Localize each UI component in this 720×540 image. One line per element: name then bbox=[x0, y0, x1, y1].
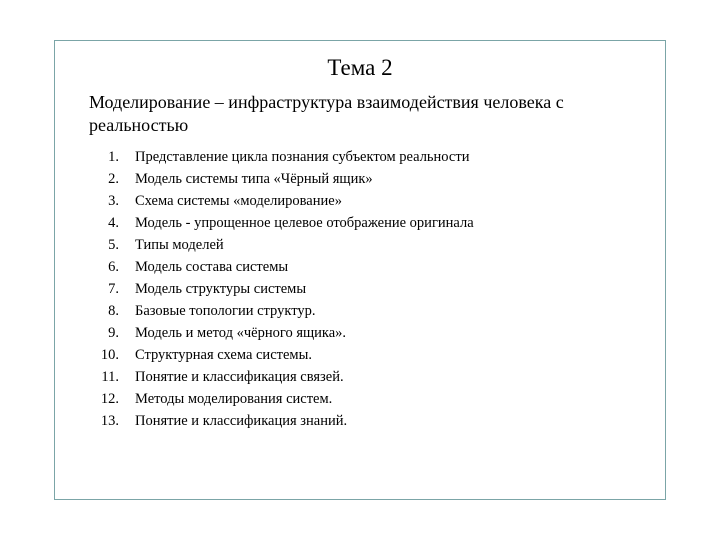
list-item: 12. Методы моделирования систем. bbox=[89, 388, 635, 410]
item-text: Методы моделирования систем. bbox=[119, 388, 332, 410]
item-text: Типы моделей bbox=[119, 234, 224, 256]
item-number: 3. bbox=[89, 190, 119, 212]
content-frame: Тема 2 Моделирование – инфраструктура вз… bbox=[54, 40, 666, 500]
list-item: 4. Модель - упрощенное целевое отображен… bbox=[89, 212, 635, 234]
item-text: Модель - упрощенное целевое отображение … bbox=[119, 212, 474, 234]
list-item: 11. Понятие и классификация связей. bbox=[89, 366, 635, 388]
item-text: Модель и метод «чёрного ящика». bbox=[119, 322, 346, 344]
page-subtitle: Моделирование – инфраструктура взаимодей… bbox=[85, 91, 635, 136]
item-text: Схема системы «моделирование» bbox=[119, 190, 342, 212]
list-item: 13. Понятие и классификация знаний. bbox=[89, 410, 635, 432]
item-text: Понятие и классификация знаний. bbox=[119, 410, 347, 432]
item-number: 4. bbox=[89, 212, 119, 234]
item-number: 10. bbox=[89, 344, 119, 366]
item-text: Базовые топологии структур. bbox=[119, 300, 315, 322]
item-text: Модель состава системы bbox=[119, 256, 288, 278]
item-number: 2. bbox=[89, 168, 119, 190]
item-text: Представление цикла познания субъектом р… bbox=[119, 146, 469, 168]
item-number: 5. bbox=[89, 234, 119, 256]
list-item: 1. Представление цикла познания субъекто… bbox=[89, 146, 635, 168]
list-item: 6. Модель состава системы bbox=[89, 256, 635, 278]
item-number: 13. bbox=[89, 410, 119, 432]
list-item: 3. Схема системы «моделирование» bbox=[89, 190, 635, 212]
item-number: 9. bbox=[89, 322, 119, 344]
list-item: 8. Базовые топологии структур. bbox=[89, 300, 635, 322]
item-text: Понятие и классификация связей. bbox=[119, 366, 344, 388]
item-number: 11. bbox=[89, 366, 119, 388]
item-number: 1. bbox=[89, 146, 119, 168]
item-number: 7. bbox=[89, 278, 119, 300]
list-item: 2. Модель системы типа «Чёрный ящик» bbox=[89, 168, 635, 190]
list-item: 9. Модель и метод «чёрного ящика». bbox=[89, 322, 635, 344]
item-number: 6. bbox=[89, 256, 119, 278]
topic-list: 1. Представление цикла познания субъекто… bbox=[85, 146, 635, 432]
list-item: 10. Структурная схема системы. bbox=[89, 344, 635, 366]
item-number: 12. bbox=[89, 388, 119, 410]
item-text: Структурная схема системы. bbox=[119, 344, 312, 366]
item-number: 8. bbox=[89, 300, 119, 322]
item-text: Модель системы типа «Чёрный ящик» bbox=[119, 168, 373, 190]
list-item: 5. Типы моделей bbox=[89, 234, 635, 256]
page-title: Тема 2 bbox=[85, 55, 635, 81]
item-text: Модель структуры системы bbox=[119, 278, 306, 300]
list-item: 7. Модель структуры системы bbox=[89, 278, 635, 300]
